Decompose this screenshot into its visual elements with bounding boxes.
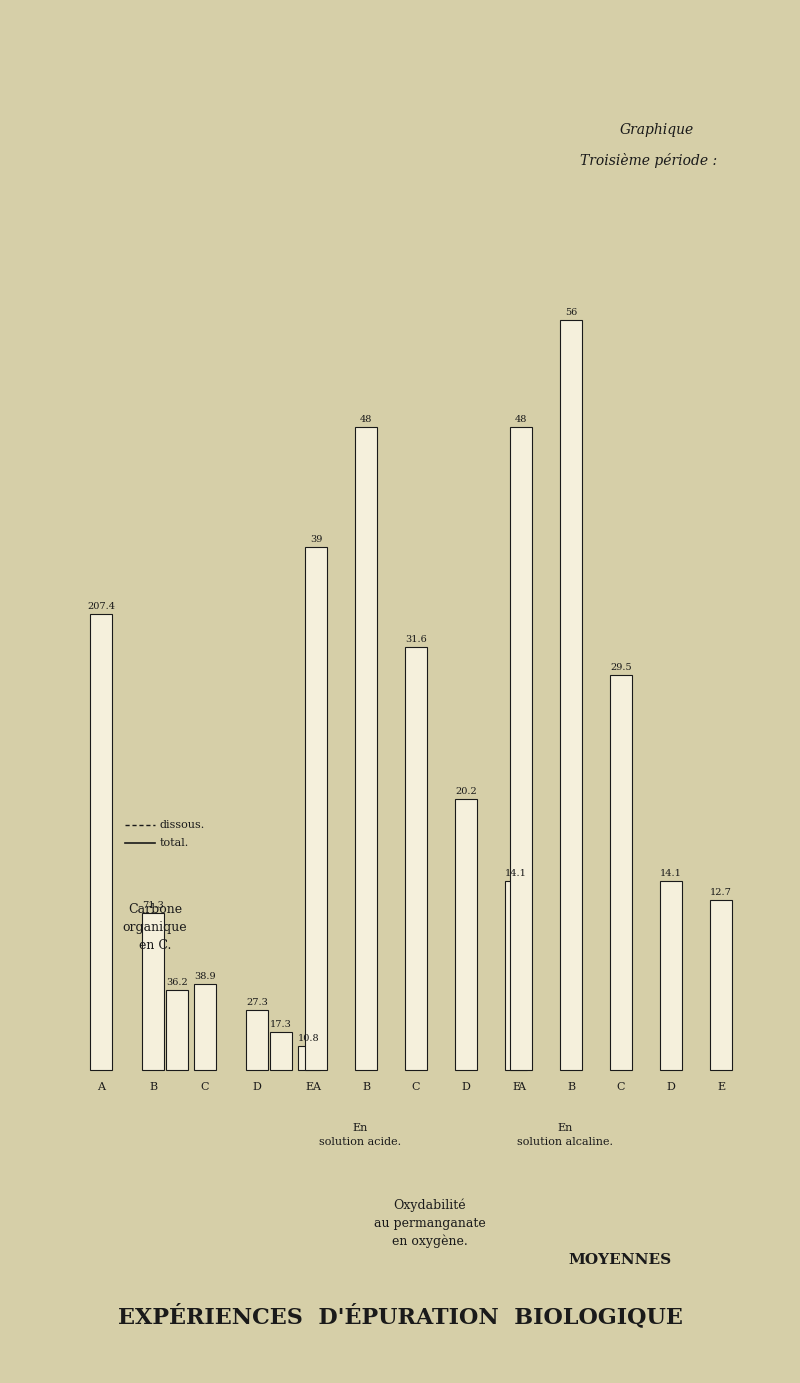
Text: dissous.: dissous. [160,820,206,830]
Bar [166,990,188,1070]
Text: E: E [717,1082,725,1093]
Text: 56: 56 [565,307,577,317]
Text: A: A [97,1082,105,1093]
Text: A: A [312,1082,320,1093]
Text: E: E [305,1082,313,1093]
Text: 207.4: 207.4 [87,602,115,611]
Text: Carbone
organique
en C.: Carbone organique en C. [122,903,187,952]
Text: 71.3: 71.3 [142,902,164,910]
Bar [505,881,527,1070]
Bar [355,427,377,1070]
Text: En
solution acide.: En solution acide. [319,1123,401,1147]
Text: C: C [617,1082,626,1093]
Text: A: A [517,1082,525,1093]
Text: Oxydabilité
au permanganate
en oxygène.: Oxydabilité au permanganate en oxygène. [374,1198,486,1249]
Text: 20.2: 20.2 [455,787,477,797]
Text: 39: 39 [310,535,322,545]
Text: 29.5: 29.5 [610,662,632,672]
Bar [560,319,582,1070]
Text: D: D [666,1082,675,1093]
Text: Troisième période :: Troisième période : [580,154,717,167]
Text: 12.7: 12.7 [710,888,732,896]
Text: C: C [201,1082,210,1093]
Bar [142,913,164,1070]
Bar [610,675,632,1070]
Text: En
solution alcaline.: En solution alcaline. [517,1123,613,1147]
Text: Graphique: Graphique [620,123,694,137]
Text: B: B [567,1082,575,1093]
Text: B: B [149,1082,157,1093]
Bar [305,548,327,1070]
Text: 31.6: 31.6 [405,635,427,643]
Text: 38.9: 38.9 [194,972,216,982]
Text: C: C [412,1082,420,1093]
Text: 14.1: 14.1 [505,869,527,878]
Text: 36.2: 36.2 [166,978,188,987]
Bar [270,1032,292,1070]
Bar [710,900,732,1070]
Text: B: B [362,1082,370,1093]
Bar [246,1010,268,1070]
Text: total.: total. [160,838,190,848]
Text: 27.3: 27.3 [246,999,268,1007]
Text: D: D [253,1082,262,1093]
Text: 10.8: 10.8 [298,1034,320,1043]
Text: 14.1: 14.1 [660,869,682,878]
Text: D: D [462,1082,470,1093]
Bar [510,427,532,1070]
Text: E: E [512,1082,520,1093]
Bar [194,985,216,1070]
Bar [298,1047,320,1070]
Text: 48: 48 [360,415,372,423]
Text: EXPÉRIENCES  D'ÉPURATION  BIOLOGIQUE: EXPÉRIENCES D'ÉPURATION BIOLOGIQUE [118,1303,682,1328]
Text: MOYENNES: MOYENNES [569,1253,671,1267]
Bar [660,881,682,1070]
Text: 17.3: 17.3 [270,1019,292,1029]
Bar [405,647,427,1070]
Bar [90,614,112,1070]
Bar [455,799,477,1070]
Text: 48: 48 [515,415,527,423]
